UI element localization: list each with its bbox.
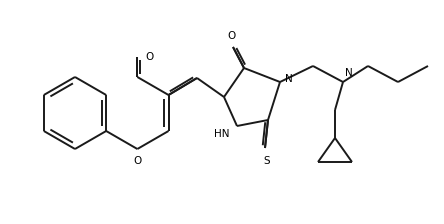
Text: O: O <box>227 31 235 41</box>
Text: O: O <box>133 156 142 166</box>
Text: O: O <box>145 52 154 62</box>
Text: N: N <box>285 74 293 84</box>
Text: HN: HN <box>214 129 229 139</box>
Text: S: S <box>264 156 270 166</box>
Text: N: N <box>345 68 353 78</box>
